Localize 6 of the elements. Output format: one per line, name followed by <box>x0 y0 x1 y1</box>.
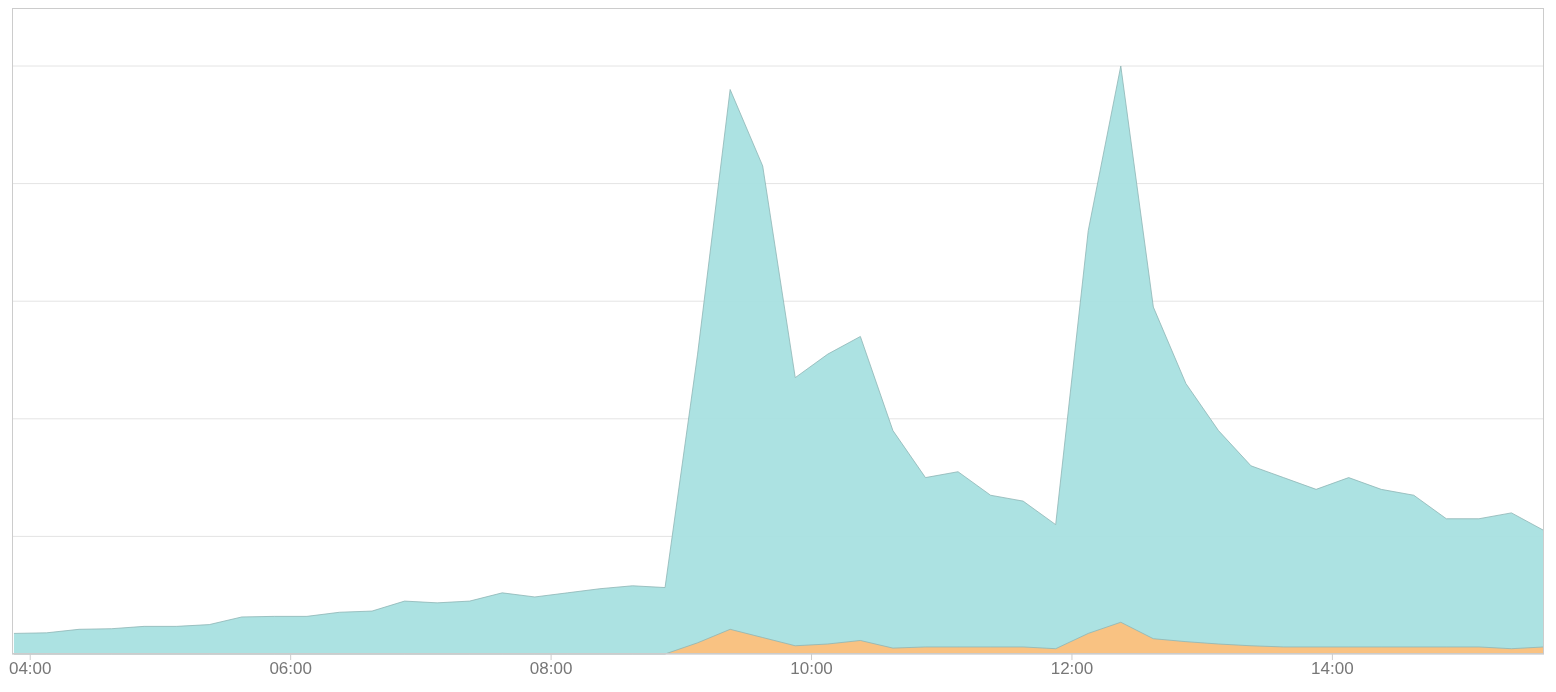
x-tick-label: 08:00 <box>529 659 573 679</box>
x-tick-label: 12:00 <box>1050 659 1094 679</box>
x-tick-label: 10:00 <box>790 659 833 679</box>
x-tick-label: 04:00 <box>8 659 52 679</box>
x-tick-label: 06:00 <box>269 659 312 679</box>
x-tick-label: 14:00 <box>1311 659 1354 679</box>
